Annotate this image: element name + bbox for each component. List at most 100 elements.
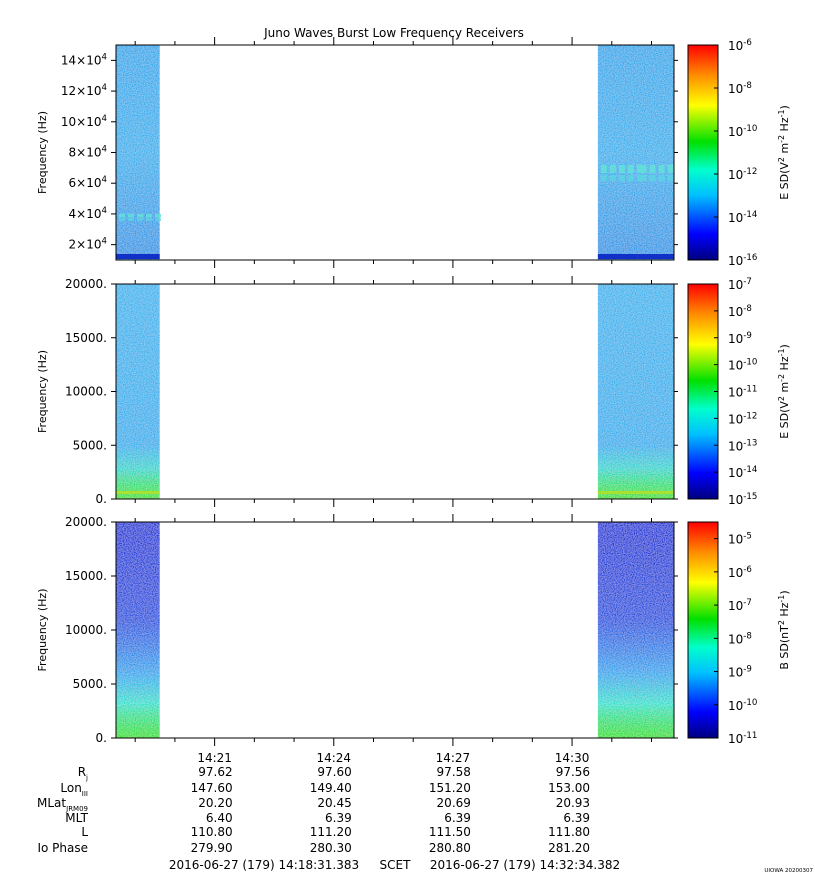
y-tick-label: 15000. <box>65 569 107 583</box>
y-tick-label: 12×104 <box>61 83 107 98</box>
colorbar-label: B SD(nT2 Hz-1) <box>777 590 792 669</box>
y-tick-label: 8×104 <box>69 145 107 160</box>
ephemeris-value: 111.50 <box>429 825 471 839</box>
colorbar-tick-label: 10-7 <box>728 277 752 292</box>
colorbar-tick-label: 10-9 <box>728 331 752 346</box>
ephemeris-value: 20.69 <box>437 796 471 810</box>
emission-band-mark <box>658 164 665 174</box>
spectrogram-interval <box>597 45 642 260</box>
emission-band-mark <box>649 164 656 174</box>
plot-frame <box>115 44 675 261</box>
emission-band-mark <box>119 213 125 218</box>
ephemeris-value: 6.39 <box>563 811 590 825</box>
ephemeris-value: 149.40 <box>310 781 352 795</box>
colorbar <box>687 521 719 739</box>
y-tick-label: 2×104 <box>69 237 107 252</box>
y-tick-label: 5000. <box>73 677 107 691</box>
ephemeris-row-label: L <box>81 825 88 839</box>
panel-3: 0. 5000. 10000. 15000. 20000. Frequency (Hz) 1… <box>36 514 791 746</box>
spectrogram-low-band <box>116 491 160 494</box>
panel-1: 2×104 4×104 6×104 8×104 10×104 12×104 14×104 Fr… <box>36 37 791 268</box>
colorbar-tick-label: 10-16 <box>728 253 757 268</box>
y-axis-label: Frequency (Hz) <box>36 111 49 194</box>
emission-band-mark <box>640 174 647 182</box>
emission-band-mark <box>636 174 643 182</box>
emission-band-mark <box>618 174 625 182</box>
colorbar-tick-label: 10-10 <box>728 698 757 713</box>
time-axis: 14:21 14:24 14:27 14:30 <box>197 751 589 765</box>
spectrogram-low-band <box>637 491 674 494</box>
colorbar-tick-label: 10-12 <box>728 167 757 182</box>
time-tick-label: 14:30 <box>555 751 590 765</box>
ephemeris-value: 97.56 <box>556 765 590 779</box>
y-tick-label: 14×104 <box>61 52 107 67</box>
y-tick-label: 20000. <box>65 515 107 529</box>
time-tick-label: 14:24 <box>316 751 351 765</box>
emission-band-mark <box>636 164 643 174</box>
ephemeris-row-label: MLT <box>65 811 88 825</box>
plot-frame <box>115 283 675 500</box>
chart-title: Juno Waves Burst Low Frequency Receivers <box>263 26 524 40</box>
emission-band-mark <box>155 218 161 221</box>
ephemeris-value: 111.80 <box>548 825 590 839</box>
ephemeris-value: 281.20 <box>548 841 590 855</box>
plot-frame <box>115 521 675 739</box>
emission-band-mark <box>128 218 134 221</box>
y-axis-label: Frequency (Hz) <box>36 350 49 433</box>
colorbar-tick-label: 10-10 <box>728 124 757 139</box>
emission-band-mark <box>137 218 143 221</box>
colorbar-tick-label: 10-7 <box>728 598 752 613</box>
spectrogram-interval <box>597 522 642 738</box>
ephemeris-table: Rj 97.62 97.60 97.58 97.56 LonIII 147.60 149.40… <box>37 765 590 855</box>
ephemeris-value: 147.60 <box>191 781 233 795</box>
colorbar-label: E SD(V2 m-2 Hz-1) <box>777 344 792 439</box>
footer-scet: SCET <box>380 858 412 872</box>
colorbar-tick-label: 10-14 <box>728 465 757 480</box>
colorbar <box>687 283 719 500</box>
spectrogram-low-band <box>637 254 674 259</box>
emission-band-mark <box>627 174 634 182</box>
emission-band-mark <box>119 218 125 221</box>
ephemeris-value: 279.90 <box>191 841 233 855</box>
colorbar-tick-label: 10-15 <box>728 492 757 507</box>
colorbar-tick-label: 10-8 <box>728 81 752 96</box>
emission-band-mark <box>667 174 674 182</box>
ephemeris-value: 153.00 <box>548 781 590 795</box>
colorbar-tick-label: 10-11 <box>728 731 757 746</box>
emission-band-mark <box>600 164 607 174</box>
ephemeris-value: 111.20 <box>310 825 352 839</box>
ephemeris-row-label: LonIII <box>60 781 88 798</box>
colorbar-tick-label: 10-6 <box>728 565 752 580</box>
spectrogram-low-band <box>116 254 160 259</box>
y-tick-label: 0. <box>96 492 107 506</box>
spectrogram-interval <box>116 45 160 260</box>
spectrogram-interval <box>116 522 160 738</box>
colorbar-tick-label: 10-10 <box>728 358 757 373</box>
y-tick-label: 10000. <box>65 623 107 637</box>
panel-2: 0. 5000. 10000. 15000. 20000. Frequency (Hz) 1… <box>36 276 791 507</box>
colorbar-tick-label: 10-13 <box>728 438 757 453</box>
ephemeris-value: 6.39 <box>444 811 471 825</box>
ephemeris-value: 6.40 <box>206 811 233 825</box>
ephemeris-row-label: MLatJRM09 <box>37 796 88 813</box>
ephemeris-value: 97.62 <box>198 765 232 779</box>
emission-band-mark <box>618 164 625 174</box>
ephemeris-row-label: Io Phase <box>37 841 88 855</box>
y-tick-label: 6×104 <box>69 175 107 190</box>
emission-band-mark <box>146 213 152 218</box>
ephemeris-value: 20.93 <box>556 796 590 810</box>
spectrogram-low-band <box>597 491 642 494</box>
ephemeris-value: 97.60 <box>317 765 351 779</box>
ephemeris-value: 6.39 <box>325 811 352 825</box>
spectrogram-interval <box>637 284 674 499</box>
colorbar-tick-label: 10-8 <box>728 631 752 646</box>
y-tick-label: 5000. <box>73 438 107 452</box>
ephemeris-value: 151.20 <box>429 781 471 795</box>
emission-band-mark <box>609 174 616 182</box>
spectrogram-interval <box>597 284 642 499</box>
colorbar-tick-label: 10-8 <box>728 304 752 319</box>
y-tick-label: 10000. <box>65 385 107 399</box>
colorbar-tick-label: 10-9 <box>728 665 752 680</box>
emission-band-mark <box>600 174 607 182</box>
colorbar-tick-label: 10-12 <box>728 411 757 426</box>
